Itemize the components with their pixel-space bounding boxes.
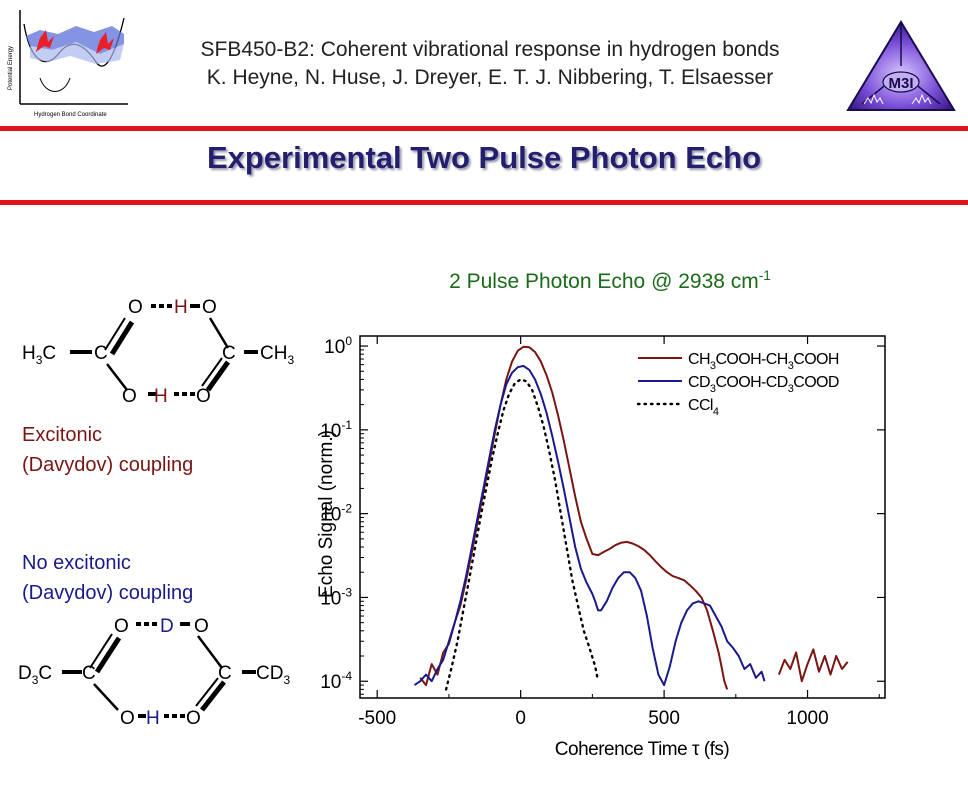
m3i-logo: M3I [846, 20, 956, 111]
right-group-ch: CH [260, 343, 287, 364]
series-line-0 [419, 345, 729, 690]
atom-h-bottom: H [146, 708, 160, 729]
legend-label-1: CD3COOH-CD3COOD [688, 374, 839, 395]
svg-text:H3C: H3C [22, 343, 56, 367]
atom-o-top-right: O [202, 297, 217, 318]
x-tick-label: 0 [515, 708, 526, 729]
x-tick-label: 1000 [786, 708, 828, 729]
caption-excitonic: Excitonic (Davydov) coupling [22, 420, 193, 480]
slide-title: Experimental Two Pulse Photon Echo [206, 140, 762, 175]
chart-title-superscript: -1 [758, 268, 771, 283]
atom-h-bottom: H [154, 386, 168, 407]
atom-o-top-left: O [128, 297, 143, 318]
atom-o-bottom-left: O [122, 386, 137, 407]
series-line-1 [413, 364, 766, 687]
atom-c-left: C [82, 663, 96, 684]
chart-title: 2 Pulse Photon Echo @ 2938 cm-1 [340, 268, 880, 294]
series-layer [413, 345, 849, 691]
svg-text:D3C: D3C [18, 663, 52, 687]
legend-label-2: CCl4 [688, 397, 719, 418]
left-group-c: C [38, 663, 52, 684]
caption-excitonic-line2: (Davydov) coupling [22, 454, 194, 476]
y-tick-label: 10-3 [320, 585, 352, 609]
molecule-dimer-cd3: O D O D3C C C CD3 O H O [18, 616, 290, 729]
atom-o-bottom-right: O [196, 386, 211, 407]
atom-o-top-left: O [114, 616, 129, 637]
atom-h-top: H [174, 297, 188, 318]
atom-c-right: C [218, 663, 232, 684]
atom-d-top: D [160, 616, 174, 637]
series-line-3 [777, 648, 849, 683]
header-line-1: SFB450-B2: Coherent vibrational response… [200, 38, 780, 61]
caption-no-excitonic-line2: (Davydov) coupling [22, 582, 194, 604]
y-tick-label: 10-1 [320, 418, 352, 442]
left-group-h: H [22, 343, 36, 364]
left-group-sub: 3 [36, 353, 43, 367]
x-axis-label: Coherence Time τ (fs) [555, 739, 730, 760]
y-axis-label: Echo Signal (norm.) [316, 430, 337, 598]
chart-title-text: 2 Pulse Photon Echo @ 2938 cm [449, 270, 759, 293]
left-group-sub: 3 [32, 673, 39, 687]
atom-o-top-right: O [194, 616, 209, 637]
right-group-sub: 3 [287, 353, 294, 367]
x-axis: -500 0 500 1000 [358, 336, 880, 729]
left-group-d: D [18, 663, 32, 684]
logo-text: M3I [888, 75, 913, 92]
x-tick-label: 500 [648, 708, 680, 729]
molecule-dimer-ch3: O H O H3C C C CH3 O H O [22, 297, 294, 407]
series-line-2 [444, 378, 600, 691]
atom-c-left: C [94, 343, 108, 364]
echo-chart: -500 0 500 1000 100 10-1 10-2 10-3 10-4 CH3COOH… [316, 334, 886, 760]
atom-c-right: C [222, 343, 236, 364]
header-citation: SFB450-B2: Coherent vibrational response… [130, 36, 850, 92]
right-group-cd: CD [256, 663, 283, 684]
bottom-divider [0, 200, 968, 205]
y-tick-label: 10-2 [320, 502, 352, 526]
svg-text:CD3: CD3 [256, 663, 290, 687]
inset-y-label: Potential Energy [8, 46, 14, 90]
top-divider [0, 126, 968, 131]
right-group-sub: 3 [283, 673, 290, 687]
left-group-c: C [42, 343, 56, 364]
x-tick-label: -500 [358, 708, 396, 729]
potential-energy-inset: Potential Energy Hydrogen Bond Coordinat… [8, 10, 128, 118]
atom-o-bottom-left: O [120, 708, 135, 729]
header-line-2: K. Heyne, N. Huse, J. Dreyer, E. T. J. N… [206, 66, 774, 89]
inset-x-label: Hydrogen Bond Coordinate [34, 112, 107, 118]
y-tick-label: 100 [324, 334, 352, 358]
svg-text:CH3: CH3 [260, 343, 294, 367]
caption-excitonic-line1: Excitonic [22, 424, 103, 446]
y-axis: 100 10-1 10-2 10-3 10-4 [320, 334, 885, 695]
caption-no-excitonic-line1: No excitonic [22, 552, 131, 574]
y-tick-label: 10-4 [320, 669, 352, 693]
legend-label-0: CH3COOH-CH3COOH [688, 351, 839, 372]
caption-no-excitonic: No excitonic (Davydov) coupling [22, 548, 193, 608]
atom-o-bottom-right: O [186, 708, 201, 729]
